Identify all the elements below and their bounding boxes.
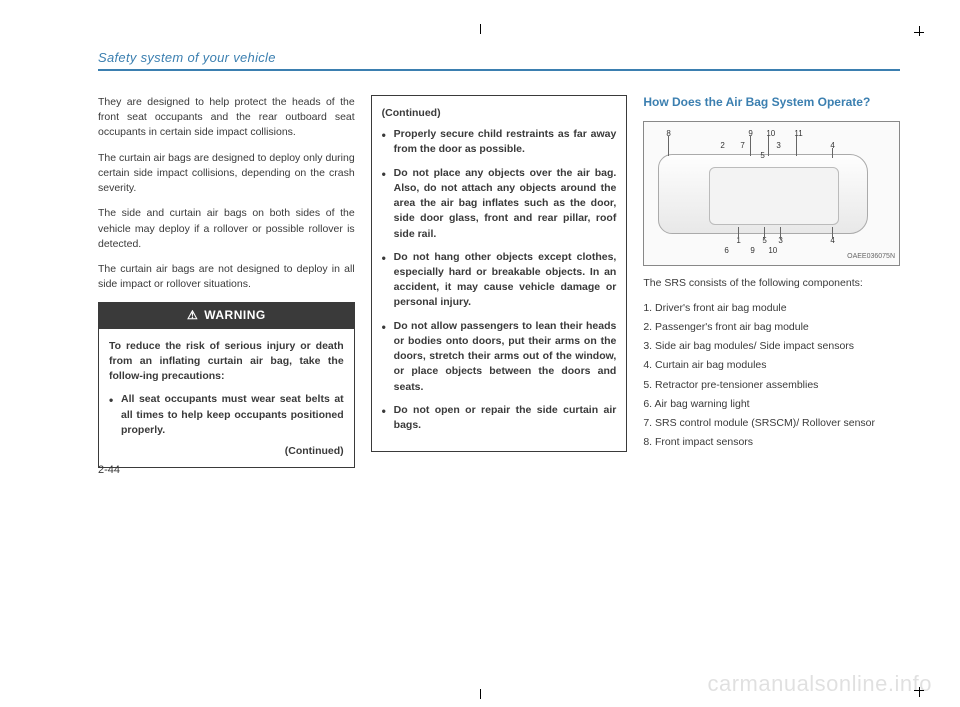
warning-body: To reduce the risk of serious injury or … bbox=[99, 329, 354, 468]
continued-item: Do not hang other objects except clothes… bbox=[382, 250, 617, 311]
list-item: 6. Air bag warning light bbox=[643, 397, 900, 411]
continued-item: Do not open or repair the side curtain a… bbox=[382, 403, 617, 433]
warning-header: WARNING bbox=[99, 303, 354, 328]
diagram-label: 6 bbox=[724, 245, 728, 257]
page-number: 2-44 bbox=[98, 464, 120, 476]
continued-item: Do not allow passengers to lean their he… bbox=[382, 319, 617, 395]
list-item: 5. Retractor pre-tensioner assemblies bbox=[643, 378, 900, 392]
diagram-label: 2 bbox=[720, 140, 724, 152]
continued-box: (Continued) Properly secure child restra… bbox=[371, 95, 628, 452]
body-paragraph: The curtain air bags are designed to dep… bbox=[98, 151, 355, 197]
column-2: (Continued) Properly secure child restra… bbox=[371, 95, 628, 468]
continued-label: (Continued) bbox=[109, 444, 344, 459]
diagram-code: OAEE036075N bbox=[847, 252, 895, 262]
continued-item: Properly secure child restraints as far … bbox=[382, 127, 617, 157]
list-item: 1. Driver's front air bag module bbox=[643, 301, 900, 315]
continued-header: (Continued) bbox=[382, 106, 617, 121]
list-item: 3. Side air bag modules/ Side impact sen… bbox=[643, 339, 900, 353]
component-list: 1. Driver's front air bag module 2. Pass… bbox=[643, 301, 900, 449]
header-underline bbox=[98, 69, 900, 71]
list-item: 2. Passenger's front air bag module bbox=[643, 320, 900, 334]
list-item: 8. Front impact sensors bbox=[643, 435, 900, 449]
section-header: Safety system of your vehicle bbox=[98, 50, 900, 65]
list-item: 7. SRS control module (SRSCM)/ Rollover … bbox=[643, 416, 900, 430]
list-item: 4. Curtain air bag modules bbox=[643, 358, 900, 372]
body-paragraph: The side and curtain air bags on both si… bbox=[98, 206, 355, 252]
airbag-diagram: 8 9 10 11 2 7 3 5 4 1 5 3 6 9 bbox=[643, 121, 900, 266]
column-1: They are designed to help protect the he… bbox=[98, 95, 355, 468]
watermark: carmanualsonline.info bbox=[707, 671, 932, 697]
diagram-label: 3 bbox=[776, 140, 780, 152]
diagram-label: 10 bbox=[768, 245, 777, 257]
body-paragraph: They are designed to help protect the he… bbox=[98, 95, 355, 141]
diagram-label: 7 bbox=[740, 140, 744, 152]
continued-item: Do not place any objects over the air ba… bbox=[382, 166, 617, 242]
diagram-label: 5 bbox=[760, 150, 764, 162]
car-outline-icon bbox=[658, 154, 868, 234]
diagram-label: 9 bbox=[750, 245, 754, 257]
warning-item: All seat occupants must wear seat belts … bbox=[109, 392, 344, 438]
column-3: How Does the Air Bag System Operate? 8 9… bbox=[643, 95, 900, 468]
warning-intro: To reduce the risk of serious injury or … bbox=[109, 339, 344, 385]
warning-box: WARNING To reduce the risk of serious in… bbox=[98, 302, 355, 468]
content-columns: They are designed to help protect the he… bbox=[98, 95, 900, 468]
body-paragraph: The curtain air bags are not designed to… bbox=[98, 262, 355, 292]
section-title: How Does the Air Bag System Operate? bbox=[643, 95, 900, 111]
body-paragraph: The SRS consists of the following compon… bbox=[643, 276, 900, 291]
